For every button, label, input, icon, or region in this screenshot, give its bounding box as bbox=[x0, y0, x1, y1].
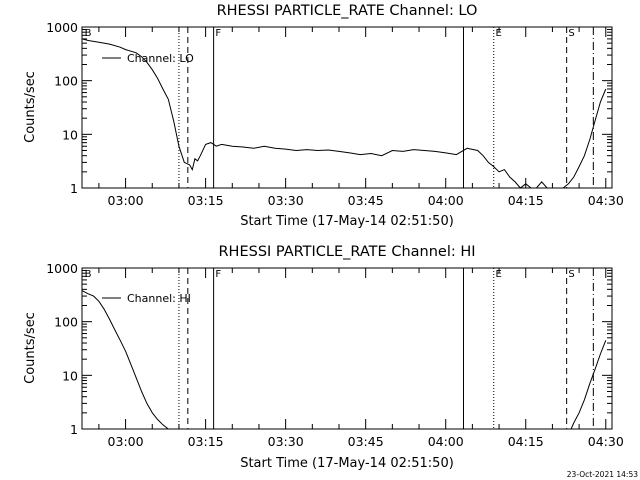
panel-lo: RHESSI PARTICLE_RATE Channel: LO Start T… bbox=[23, 3, 624, 229]
y-tick-label: 100 bbox=[54, 315, 78, 330]
x-tick-label: 04:15 bbox=[508, 434, 544, 449]
x-axis-label: Start Time (17-May-14 02:51:50) bbox=[240, 214, 454, 229]
x-axis-label: Start Time (17-May-14 02:51:50) bbox=[240, 456, 454, 471]
event-marker: E bbox=[496, 28, 502, 39]
y-tick-label: 1 bbox=[70, 181, 78, 196]
event-marker: S bbox=[568, 269, 574, 280]
x-tick-label: 03:30 bbox=[268, 434, 304, 449]
legend-label: Channel: LO bbox=[127, 52, 194, 65]
x-tick-label: 04:30 bbox=[588, 193, 624, 208]
y-axis-label: Counts/sec bbox=[23, 71, 38, 143]
plot-frame bbox=[81, 26, 613, 189]
x-tick-label: 03:30 bbox=[268, 193, 304, 208]
x-tick-label: 04:30 bbox=[588, 434, 624, 449]
x-tick-label: 03:00 bbox=[108, 193, 144, 208]
panel-hi: RHESSI PARTICLE_RATE Channel: HI Start T… bbox=[23, 244, 624, 471]
x-tick-label: 03:00 bbox=[108, 434, 144, 449]
chart-title: RHESSI PARTICLE_RATE Channel: LO bbox=[217, 3, 478, 19]
y-tick-label: 1 bbox=[70, 422, 78, 437]
x-tick-label: 03:45 bbox=[348, 434, 384, 449]
event-marker: E bbox=[496, 269, 502, 280]
y-tick-label: 10 bbox=[62, 368, 78, 383]
y-tick-label: 1000 bbox=[46, 261, 78, 276]
event-marker: S bbox=[568, 28, 574, 39]
x-tick-label: 03:15 bbox=[188, 193, 224, 208]
x-tick-label: 04:15 bbox=[508, 193, 544, 208]
x-tick-label: 04:00 bbox=[428, 193, 464, 208]
event-marker: B bbox=[85, 269, 92, 280]
y-axis-label: Counts/sec bbox=[23, 312, 38, 384]
x-tick-label: 03:45 bbox=[348, 193, 384, 208]
series-line bbox=[81, 38, 607, 189]
timestamp: 23-Oct-2021 14:53 bbox=[567, 470, 638, 479]
y-tick-label: 1000 bbox=[46, 20, 78, 35]
x-tick-label: 03:15 bbox=[188, 434, 224, 449]
legend-label: Channel: HI bbox=[127, 292, 191, 305]
event-marker: B bbox=[85, 28, 92, 39]
y-tick-label: 100 bbox=[54, 74, 78, 89]
event-marker: F bbox=[215, 28, 221, 39]
plot-frame bbox=[81, 267, 613, 430]
event-marker: F bbox=[215, 269, 221, 280]
chart-title: RHESSI PARTICLE_RATE Channel: HI bbox=[218, 244, 475, 260]
x-tick-label: 04:00 bbox=[428, 434, 464, 449]
series-line bbox=[81, 290, 607, 430]
y-tick-label: 10 bbox=[62, 127, 78, 142]
